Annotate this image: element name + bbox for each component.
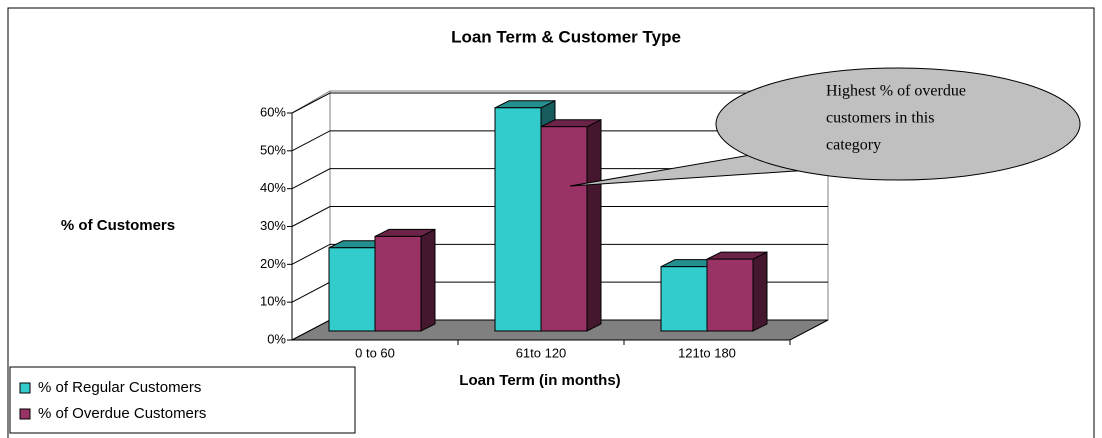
plot: 0% 10% 20% 30% 40% 50% 60% 0 to 60 61to 120 121to…: [260, 90, 829, 360]
grid-line: [291, 92, 828, 114]
callout-text: category: [826, 137, 881, 154]
y-tick-label: 20%: [260, 256, 286, 271]
y-tick-label: 30%: [260, 218, 286, 233]
legend-swatch: [19, 408, 31, 420]
bar: [706, 258, 754, 332]
bar: [494, 107, 542, 332]
bar: [660, 266, 708, 332]
grid-line: [291, 168, 828, 190]
bar-side: [752, 251, 768, 332]
x-tick-label: 0 to 60: [355, 345, 395, 360]
legend-swatch: [19, 382, 31, 394]
chart-title: Loan Term & Customer Type: [451, 27, 681, 46]
y-tick-label: 50%: [260, 142, 286, 157]
grid-line: [291, 130, 828, 152]
bar-side: [420, 228, 436, 332]
grid-line: [291, 206, 828, 227]
callout-bubble: [715, 67, 1081, 181]
bar: [328, 247, 376, 332]
callout-join: [779, 148, 841, 170]
side-wall: [291, 90, 331, 341]
legend-label: % of Regular Customers: [38, 379, 201, 396]
x-tick-label: 61to 120: [516, 345, 567, 360]
y-axis-label: % of Customers: [61, 217, 175, 234]
y-tick-label: 40%: [260, 180, 286, 195]
grid-line: [291, 243, 828, 265]
legend-label: % of Overdue Customers: [38, 405, 206, 422]
y-tick-label: 10%: [260, 294, 286, 309]
x-tick-label: 121to 180: [678, 345, 736, 360]
callout-text: customers in this: [826, 110, 934, 127]
bar: [374, 235, 422, 332]
callout-text: Highest % of overdue: [826, 83, 966, 100]
y-tick-label: 0%: [267, 331, 286, 346]
y-tick-label: 60%: [260, 104, 286, 119]
bar: [540, 126, 588, 332]
legend: [9, 366, 356, 434]
callout: Highest % of overdue customers in this cat…: [569, 67, 1081, 187]
x-axis-label: Loan Term (in months): [459, 372, 620, 389]
bar-side: [586, 118, 602, 332]
